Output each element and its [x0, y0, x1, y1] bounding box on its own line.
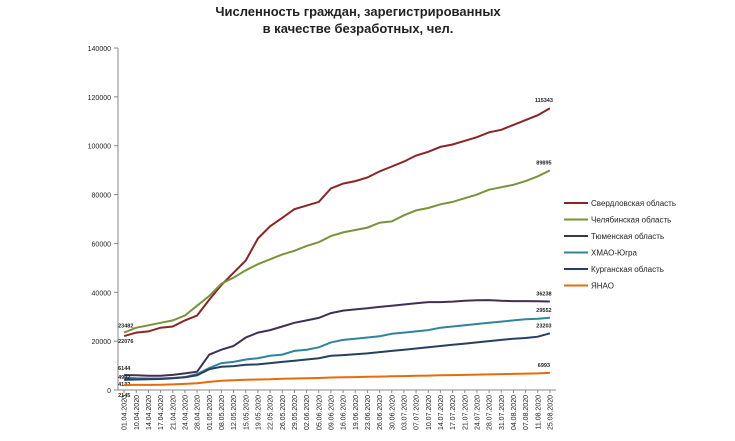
data-label: 22076: [118, 339, 133, 345]
y-tick-label: 40000: [92, 290, 112, 297]
legend-label: Челябинская область: [591, 216, 671, 225]
x-tick-label: 21.04.2020: [170, 395, 177, 430]
x-tick-label: 08.05.2020: [219, 395, 226, 430]
x-tick-label: 04.08.2020: [511, 395, 518, 430]
chart-title: в качестве безработных, чел.: [263, 21, 454, 36]
x-tick-label: 19.05.2020: [255, 395, 262, 430]
data-label: 23203: [536, 323, 551, 329]
data-label: 6993: [538, 363, 550, 369]
x-tick-label: 01.05.2020: [207, 395, 214, 430]
x-tick-label: 17.04.2020: [158, 395, 165, 430]
x-tick-label: 16.06.2020: [341, 395, 348, 430]
x-tick-label: 10.04.2020: [134, 395, 141, 430]
x-tick-label: 07.08.2020: [523, 395, 530, 430]
x-tick-label: 28.07.2020: [487, 395, 494, 430]
data-label: 89895: [536, 160, 551, 166]
series-line: [124, 299, 550, 377]
x-tick-label: 28.04.2020: [195, 395, 202, 430]
series-line: [123, 169, 551, 334]
x-tick-label: 31.07.2020: [499, 395, 506, 430]
x-tick-label: 19.06.2020: [353, 395, 360, 430]
x-tick-label: 26.05.2020: [280, 395, 287, 430]
x-tick-label: 01.04.2020: [122, 395, 129, 430]
x-tick-label: 09.06.2020: [328, 395, 335, 430]
x-tick-label: 25.08.2020: [547, 395, 554, 430]
data-label: 36238: [536, 291, 551, 297]
x-tick-label: 03.07.2020: [401, 395, 408, 430]
data-label: 115343: [535, 98, 553, 104]
x-tick-label: 11.08.2020: [535, 395, 542, 430]
x-tick-label: 10.07.2020: [426, 395, 433, 430]
x-tick-label: 15.05.2020: [243, 395, 250, 430]
legend-label: Курганская область: [591, 265, 664, 274]
x-tick-label: 26.06.2020: [377, 395, 384, 430]
series-line: [124, 371, 550, 386]
x-tick-label: 14.07.2020: [438, 395, 445, 430]
x-tick-label: 14.04.2020: [146, 395, 153, 430]
y-tick-label: 0: [107, 388, 111, 395]
x-tick-label: 07.07.2020: [414, 395, 421, 430]
x-tick-label: 17.07.2020: [450, 395, 457, 430]
data-label: 6144: [118, 366, 131, 372]
x-tick-label: 21.07.2020: [462, 395, 469, 430]
data-label: 4992: [118, 375, 130, 381]
x-tick-label: 22.05.2020: [268, 395, 275, 430]
series-line: [124, 332, 551, 381]
series-line: [123, 107, 551, 338]
y-tick-label: 80000: [92, 193, 112, 200]
chart-title: Численность граждан, зарегистрированных: [215, 4, 501, 19]
x-tick-label: 30.06.2020: [389, 395, 396, 430]
y-tick-label: 120000: [88, 95, 111, 102]
series-line: [124, 316, 550, 380]
x-tick-label: 23.06.2020: [365, 395, 372, 430]
legend-label: Тюменская область: [591, 232, 664, 241]
x-tick-label: 02.06.2020: [304, 395, 311, 430]
y-tick-label: 100000: [88, 144, 111, 151]
x-tick-label: 12.05.2020: [231, 395, 238, 430]
y-tick-label: 60000: [92, 241, 112, 248]
x-tick-label: 05.06.2020: [316, 395, 323, 430]
legend-label: Свердловская область: [591, 199, 676, 208]
y-tick-label: 20000: [92, 339, 112, 346]
data-label: 29552: [536, 308, 551, 314]
data-label: 2145: [118, 393, 130, 399]
data-label: 23482: [118, 324, 133, 330]
legend-label: ЯНАО: [591, 282, 614, 291]
x-tick-label: 24.07.2020: [474, 395, 481, 430]
x-tick-label: 29.05.2020: [292, 395, 299, 430]
legend-label: ХМАО-Югра: [591, 249, 637, 258]
x-tick-label: 24.04.2020: [182, 395, 189, 430]
y-tick-label: 140000: [88, 46, 111, 53]
